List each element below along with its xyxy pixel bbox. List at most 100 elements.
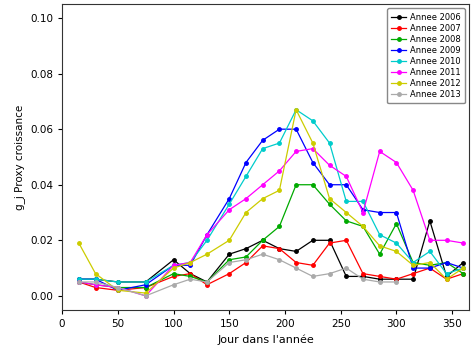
Annee 2010 [93,277,98,281]
Annee 2007 [460,272,466,276]
Annee 2010 [115,280,121,284]
Annee 2012 [171,266,176,270]
Annee 2013 [260,252,265,256]
Annee 2007 [377,274,383,279]
Annee 2006 [187,272,193,276]
Annee 2008 [115,285,121,290]
Annee 2011 [444,238,449,243]
Annee 2009 [260,138,265,142]
Annee 2008 [360,224,366,229]
Annee 2013 [204,280,210,284]
Annee 2011 [93,283,98,287]
Annee 2012 [76,241,82,245]
Annee 2007 [293,260,299,265]
Annee 2011 [243,196,249,201]
Annee 2012 [360,224,366,229]
Annee 2012 [204,252,210,256]
Annee 2011 [460,241,466,245]
Annee 2011 [76,280,82,284]
Annee 2009 [76,277,82,281]
Annee 2007 [310,263,315,267]
Annee 2013 [310,274,315,279]
Annee 2008 [343,219,349,223]
Annee 2006 [227,252,232,256]
Annee 2006 [427,219,433,223]
Annee 2012 [93,272,98,276]
Annee 2010 [187,260,193,265]
Annee 2013 [227,260,232,265]
Annee 2012 [277,188,282,192]
Annee 2008 [427,263,433,267]
Annee 2006 [460,260,466,265]
Annee 2013 [277,258,282,262]
Annee 2013 [93,280,98,284]
Annee 2012 [394,249,399,253]
Annee 2006 [260,238,265,243]
Annee 2013 [171,283,176,287]
Annee 2009 [444,260,449,265]
Annee 2011 [377,149,383,154]
Annee 2010 [293,107,299,112]
Line: Annee 2012: Annee 2012 [77,108,465,295]
Annee 2009 [460,266,466,270]
Annee 2011 [310,147,315,151]
Annee 2006 [343,274,349,279]
Annee 2007 [115,288,121,292]
Annee 2007 [277,246,282,251]
Annee 2013 [377,280,383,284]
Annee 2008 [187,274,193,279]
Annee 2013 [394,280,399,284]
Annee 2009 [143,283,149,287]
Annee 2009 [394,210,399,215]
Annee 2008 [327,202,333,206]
Annee 2006 [377,277,383,281]
Annee 2013 [293,266,299,270]
Annee 2010 [460,266,466,270]
Annee 2011 [360,210,366,215]
Annee 2007 [260,244,265,248]
Annee 2011 [277,169,282,173]
Annee 2009 [227,196,232,201]
Annee 2006 [115,280,121,284]
Annee 2011 [227,208,232,212]
Annee 2008 [260,238,265,243]
Annee 2013 [187,277,193,281]
Line: Annee 2010: Annee 2010 [77,108,465,284]
Annee 2006 [410,277,416,281]
Annee 2009 [93,277,98,281]
Annee 2008 [310,183,315,187]
Y-axis label: g_j Proxy croissance: g_j Proxy croissance [14,104,25,210]
Annee 2007 [327,241,333,245]
Annee 2011 [143,294,149,298]
Annee 2007 [76,280,82,284]
Annee 2006 [444,274,449,279]
Annee 2010 [343,199,349,203]
Annee 2007 [394,277,399,281]
Annee 2007 [171,274,176,279]
Annee 2009 [377,210,383,215]
Annee 2008 [143,285,149,290]
Annee 2012 [243,210,249,215]
Annee 2009 [204,233,210,237]
Line: Annee 2009: Annee 2009 [77,127,465,292]
Annee 2013 [360,277,366,281]
Annee 2010 [410,260,416,265]
Line: Annee 2008: Annee 2008 [77,183,465,289]
Legend: Annee 2006, Annee 2007, Annee 2008, Annee 2009, Annee 2010, Annee 2011, Annee 20: Annee 2006, Annee 2007, Annee 2008, Anne… [387,8,464,103]
Annee 2006 [310,238,315,243]
Annee 2008 [93,283,98,287]
Annee 2010 [143,280,149,284]
Annee 2010 [394,241,399,245]
Annee 2012 [327,196,333,201]
Line: Annee 2006: Annee 2006 [77,219,465,284]
Annee 2011 [394,161,399,165]
Annee 2010 [76,277,82,281]
Annee 2010 [427,249,433,253]
Annee 2006 [171,258,176,262]
Annee 2010 [227,202,232,206]
Annee 2011 [343,174,349,178]
Annee 2009 [410,266,416,270]
Annee 2010 [204,238,210,243]
Line: Annee 2011: Annee 2011 [77,147,465,298]
Annee 2011 [171,263,176,267]
